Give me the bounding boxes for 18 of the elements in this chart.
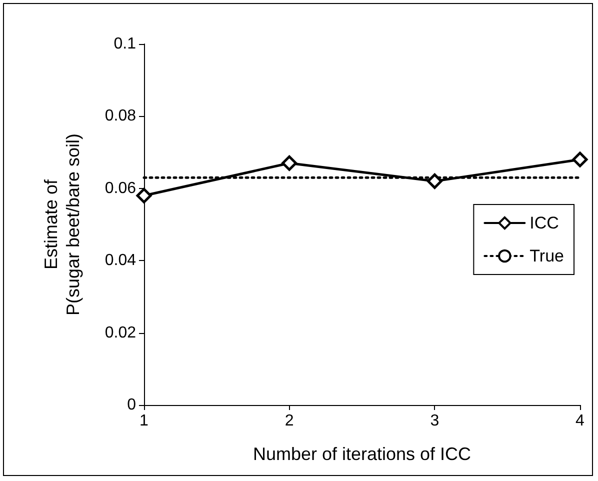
legend-label: ICC [530,214,559,232]
y-tick-label: 0.02 [104,324,136,342]
x-tick-label: 1 [140,412,149,430]
x-tick-label: 4 [576,412,585,430]
x-tick-label: 3 [430,412,440,430]
y-tick-label: 0.1 [114,36,136,52]
y-tick-label: 0.06 [104,180,136,197]
y-tick-label: 0.04 [104,252,136,270]
point [282,155,298,171]
y-tick-label: 0.08 [104,108,136,125]
point [426,173,442,189]
x-tick-label: 2 [284,412,294,430]
y-tick-label: 0 [127,396,136,414]
y-axis-title: Estimate of P(sugar beet/bare soil) [41,133,83,316]
x-axis-title: Number of iterations of ICC [252,444,472,464]
legend-label: True [530,246,564,266]
point [136,188,152,204]
point [572,152,588,168]
